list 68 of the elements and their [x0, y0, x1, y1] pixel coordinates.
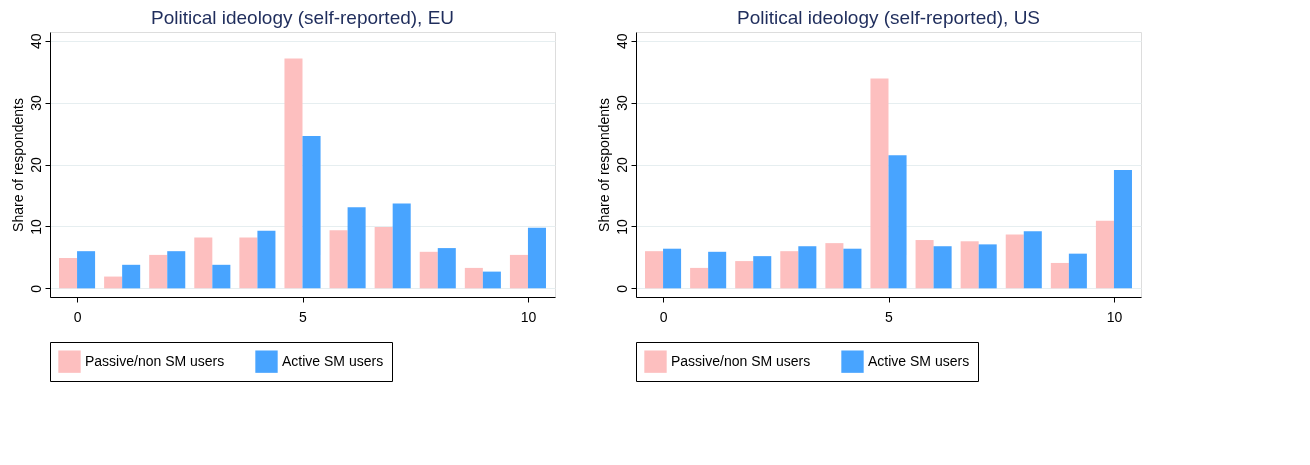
bar: [257, 230, 276, 289]
bar: [482, 271, 501, 289]
bar: [735, 261, 754, 289]
bar: [960, 241, 979, 289]
bar: [798, 246, 817, 289]
legend-label: Passive/non SM users: [671, 352, 811, 369]
y-axis-title: Share of respondents: [9, 98, 26, 232]
bar: [870, 78, 889, 289]
x-tick-label: 0: [659, 308, 668, 325]
bar: [374, 227, 393, 289]
bar: [1005, 234, 1024, 289]
bar: [933, 246, 952, 289]
bar: [888, 155, 907, 289]
bar: [194, 237, 213, 289]
bar: [1095, 220, 1114, 289]
bar: [645, 251, 664, 289]
bar: [329, 230, 348, 289]
bar: [1023, 231, 1042, 289]
bar: [509, 254, 528, 289]
bar: [419, 251, 438, 289]
y-tick-label: 30: [27, 95, 44, 111]
bar: [122, 264, 141, 289]
bar: [77, 251, 96, 289]
legend-label: Passive/non SM users: [85, 352, 225, 369]
bar: [212, 264, 231, 289]
bar: [464, 267, 483, 289]
bar: [437, 248, 456, 289]
bar: [302, 136, 321, 289]
bar: [167, 251, 186, 289]
x-tick-label: 0: [73, 308, 82, 325]
y-tick-label: 0: [27, 284, 44, 293]
bar: [690, 267, 709, 289]
bar: [1068, 253, 1087, 289]
bar: [1050, 262, 1069, 289]
bar: [59, 257, 78, 289]
bar: [915, 240, 934, 289]
x-tick-label: 10: [1106, 308, 1123, 325]
bar: [239, 237, 258, 289]
bar: [978, 244, 997, 289]
bar: [753, 256, 772, 289]
x-tick-label: 5: [299, 308, 308, 325]
chart-title: Political ideology (self-reported), EU: [150, 7, 455, 28]
y-tick-label: 40: [613, 33, 630, 49]
bar: [708, 251, 727, 289]
y-tick-label: 30: [613, 95, 630, 111]
bar: [843, 248, 862, 289]
legend-label: Active SM users: [282, 352, 384, 369]
legend-label: Active SM users: [868, 352, 970, 369]
y-axis-title: Share of respondents: [595, 98, 612, 232]
y-tick-label: 10: [27, 218, 44, 235]
x-tick-label: 10: [520, 308, 537, 325]
bar: [825, 243, 844, 289]
chart-title: Political ideology (self-reported), US: [736, 7, 1041, 28]
y-tick-label: 10: [613, 218, 630, 235]
y-tick-label: 40: [27, 33, 44, 49]
y-tick-label: 0: [613, 284, 630, 293]
bar: [1113, 170, 1132, 289]
bar: [527, 227, 546, 289]
bar: [284, 58, 303, 289]
x-tick-label: 5: [885, 308, 894, 325]
bar: [392, 203, 411, 289]
y-tick-label: 20: [613, 157, 630, 173]
bar: [149, 254, 168, 289]
bar: [663, 248, 682, 289]
bar: [780, 251, 799, 289]
bar: [347, 207, 366, 289]
y-tick-label: 20: [27, 157, 44, 173]
bar: [104, 276, 123, 289]
